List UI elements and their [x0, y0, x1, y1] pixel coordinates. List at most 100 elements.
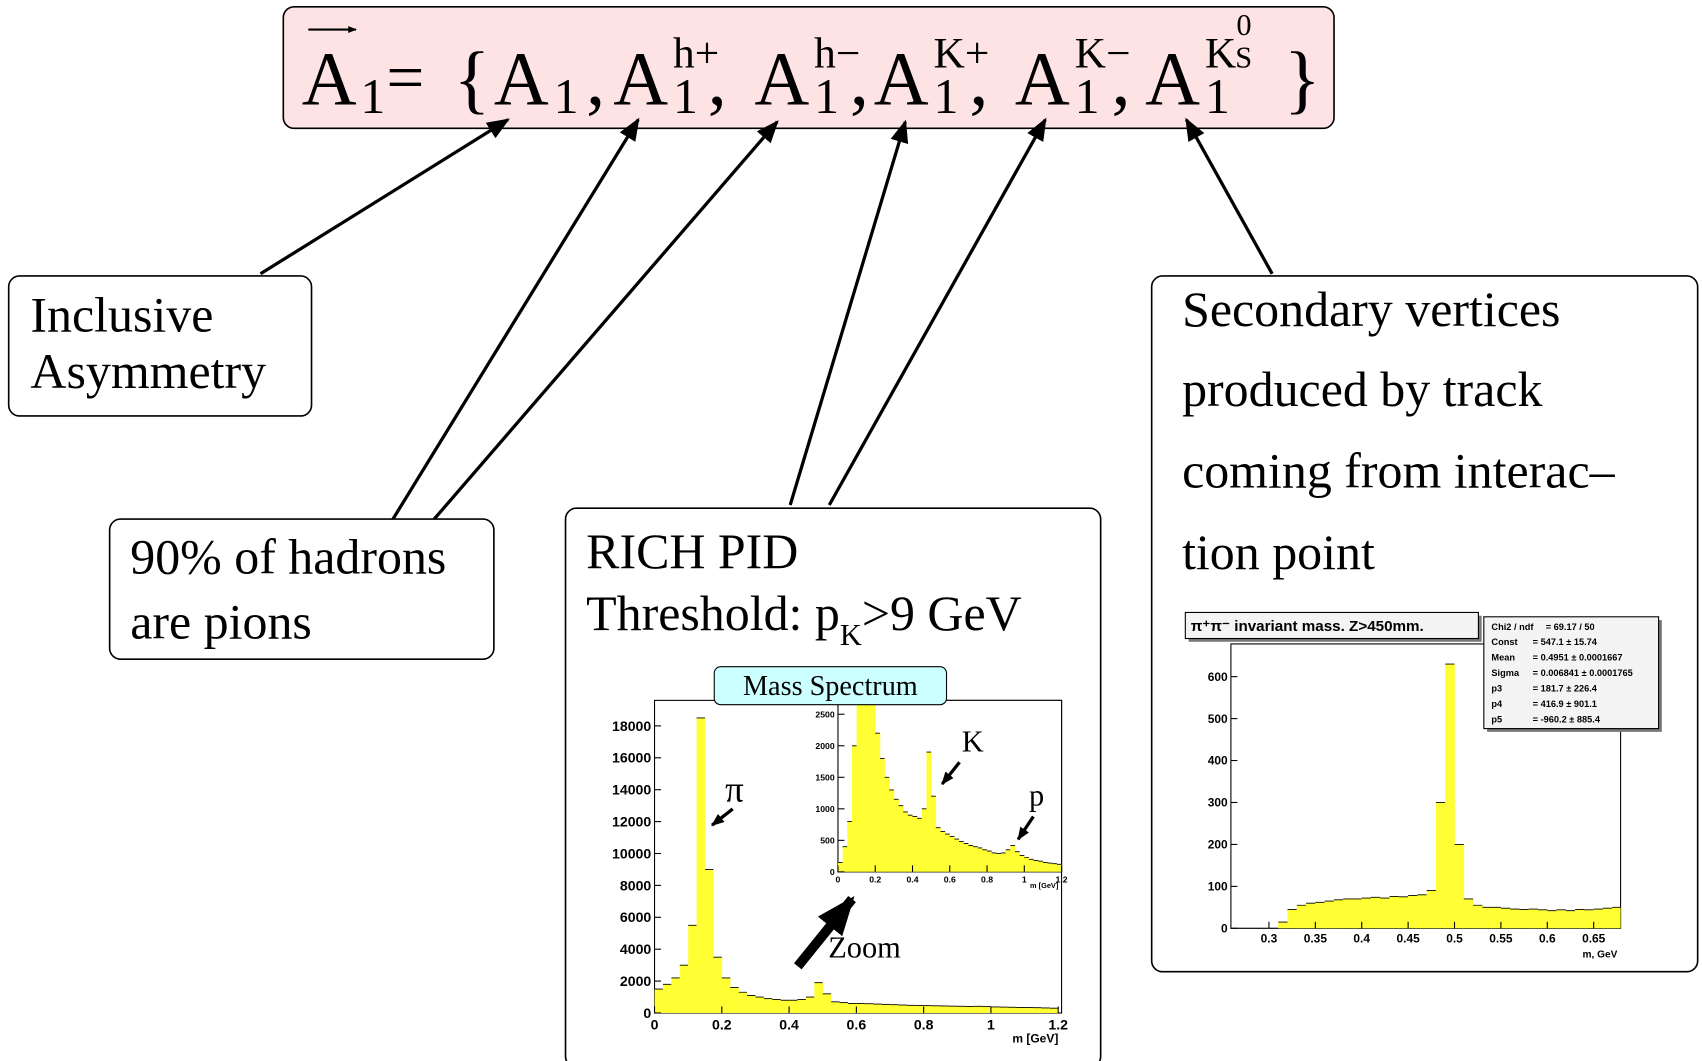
bar: [991, 852, 997, 872]
annotation: K: [962, 724, 984, 758]
bar: [884, 777, 890, 872]
bar: [1454, 844, 1465, 929]
bar: [856, 1003, 866, 1013]
annotation: Zoom: [828, 931, 901, 965]
term-sup: K+: [933, 30, 989, 78]
bar: [704, 869, 714, 1013]
bar: [797, 999, 807, 1013]
x-tick-label: 0.4: [906, 875, 918, 885]
stats-value: = 69.17 / 50: [1546, 622, 1595, 632]
box-text: Inclusive: [30, 287, 213, 342]
threshold-text: Threshold: p: [586, 586, 840, 641]
bar: [1001, 852, 1007, 872]
bar: [747, 995, 756, 1013]
bar: [1033, 860, 1039, 872]
bar: [945, 834, 951, 872]
stats-box: [1483, 616, 1660, 730]
formula-close: }: [1284, 37, 1320, 121]
x-tick-label: 0.2: [712, 1016, 732, 1032]
bar: [1510, 909, 1520, 929]
bars: [654, 717, 1059, 1013]
formula-terms: A 1, A 1h+, A 1h−, A 1K+, A 1K−, A 1K S0: [494, 8, 1252, 124]
annotation: π: [725, 768, 744, 809]
term-sub: 1: [673, 69, 698, 124]
bar: [839, 1002, 849, 1013]
bar: [954, 839, 960, 872]
arrow: [259, 118, 510, 276]
bar: [999, 1007, 1009, 1013]
bar: [1028, 859, 1034, 872]
bar: [1593, 909, 1604, 929]
x-tick-label: 0.55: [1489, 931, 1513, 945]
x-tick-label: 0.8: [914, 1016, 934, 1032]
x-tick-label: 0.8: [981, 875, 993, 885]
bar: [1041, 1007, 1051, 1013]
bar: [921, 808, 927, 872]
term-sub: 1: [1205, 69, 1230, 124]
bar: [948, 1006, 958, 1013]
bar: [780, 1000, 790, 1013]
bar: [814, 982, 824, 1013]
zoom-arrow: [794, 895, 856, 970]
bar: [917, 818, 923, 872]
term-sub: 1: [814, 69, 839, 124]
term-base: A: [1145, 37, 1200, 121]
bar: [990, 1006, 1000, 1013]
box-text: Secondary vertices: [1182, 282, 1560, 337]
bar: [932, 1005, 941, 1013]
bar: [968, 845, 974, 872]
bar: [1602, 908, 1613, 929]
bar: [805, 997, 815, 1013]
bar: [679, 965, 689, 1013]
bar: [898, 1005, 908, 1013]
bar: [907, 815, 913, 872]
bar: [1010, 845, 1016, 872]
formula-box: [282, 5, 1335, 130]
bar: [893, 799, 899, 872]
term-sub: 1: [554, 69, 579, 124]
plots: 0200040006000800010000120001400016000180…: [612, 611, 1662, 1045]
bar: [931, 796, 937, 872]
bar: [864, 1003, 874, 1013]
box-text: RICH PID: [586, 524, 798, 579]
box-text: Threshold: pK>9 GeV: [586, 586, 1022, 652]
bar: [772, 999, 782, 1013]
y-tick-label: 2500: [815, 709, 834, 719]
bar: [1584, 909, 1595, 929]
separator: ,: [850, 37, 869, 121]
y-tick-label: 100: [1208, 880, 1228, 894]
bar: [1019, 855, 1025, 872]
bar: [875, 733, 881, 872]
bar: [1324, 901, 1335, 929]
bar: [977, 847, 983, 872]
separator: ,: [1112, 37, 1131, 121]
bar: [721, 977, 731, 1013]
box-text: 90% of hadrons: [130, 529, 446, 584]
x-axis-label: m [GeV]: [1012, 1031, 1058, 1045]
bar: [662, 984, 672, 1013]
bar: [959, 841, 965, 872]
y-tick-label: 6000: [620, 909, 652, 925]
bar: [856, 700, 862, 872]
y-tick-label: 2000: [815, 741, 834, 751]
formula-open: {: [454, 37, 490, 121]
y-tick-label: 0: [830, 867, 835, 877]
bars: [1231, 663, 1621, 929]
formula-lhs-sub: 1: [360, 69, 385, 124]
y-tick-label: 300: [1208, 796, 1228, 810]
term-sup: K: [1205, 30, 1236, 78]
plot-title-box: [1184, 611, 1479, 640]
bar: [1575, 909, 1585, 929]
term-sup: K−: [1075, 30, 1131, 78]
arrow: [788, 119, 909, 506]
arrow: [827, 117, 1047, 506]
bar: [965, 1006, 975, 1013]
stats-name: Mean: [1491, 653, 1515, 663]
pions-box: [108, 518, 495, 660]
bar: [1296, 905, 1307, 929]
bar: [654, 989, 664, 1013]
bar: [1315, 902, 1325, 929]
bar: [1052, 863, 1058, 872]
x-tick-label: 0.6: [944, 875, 956, 885]
